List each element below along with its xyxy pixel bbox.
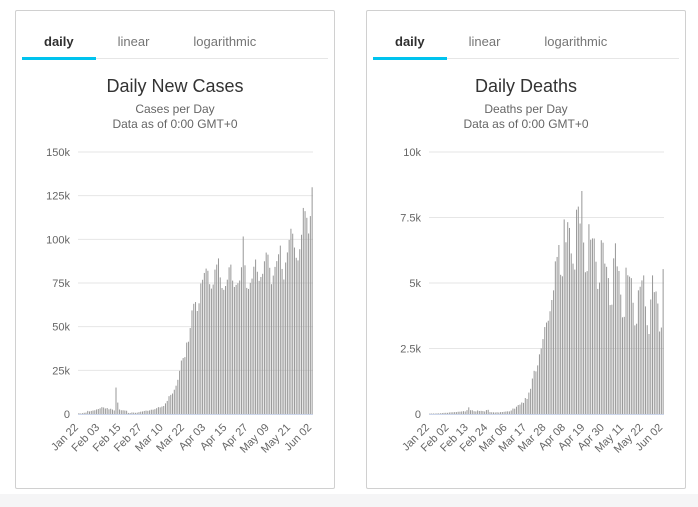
chart-title: Daily New Cases: [106, 76, 244, 96]
tab-linear[interactable]: linear: [468, 34, 501, 49]
tab-daily[interactable]: daily: [22, 26, 96, 60]
svg-text:50k: 50k: [52, 322, 70, 334]
svg-text:5k: 5k: [409, 278, 421, 290]
chart-subtitle-line1: Cases per Day: [135, 102, 215, 116]
chart-tabs: daily linear logarithmic: [373, 26, 679, 60]
chart-subtitle-line2: Data as of 0:00 GMT+0: [112, 117, 238, 131]
tab-logarithmic[interactable]: logarithmic: [544, 34, 608, 49]
daily-deaths-panel: daily linear logarithmic Daily Deaths De…: [366, 10, 686, 489]
svg-text:125k: 125k: [46, 191, 70, 203]
chart-subtitle: Deaths per Day Data as of 0:00 GMT+0: [367, 102, 685, 132]
chart-subtitle: Cases per Day Data as of 0:00 GMT+0: [16, 102, 334, 132]
svg-text:2.5k: 2.5k: [400, 344, 421, 356]
tab-daily[interactable]: daily: [373, 26, 447, 60]
svg-text:0: 0: [64, 409, 70, 421]
svg-text:0: 0: [415, 409, 421, 421]
svg-text:10k: 10k: [403, 147, 421, 159]
tab-linear[interactable]: linear: [117, 34, 150, 49]
svg-text:100k: 100k: [46, 234, 70, 246]
chart-subtitle-line1: Deaths per Day: [484, 102, 568, 116]
svg-text:25k: 25k: [52, 365, 70, 377]
chart-title: Daily Deaths: [474, 76, 578, 96]
svg-text:7.5k: 7.5k: [400, 213, 421, 225]
svg-text:75k: 75k: [52, 278, 70, 290]
chart-subtitle-line2: Data as of 0:00 GMT+0: [463, 117, 589, 131]
page-bottom-strip: [0, 494, 698, 507]
daily-new-cases-panel: daily linear logarithmic Daily New Cases…: [15, 10, 335, 489]
tab-logarithmic[interactable]: logarithmic: [193, 34, 257, 49]
svg-text:150k: 150k: [46, 147, 70, 159]
chart-tabs: daily linear logarithmic: [22, 26, 328, 60]
